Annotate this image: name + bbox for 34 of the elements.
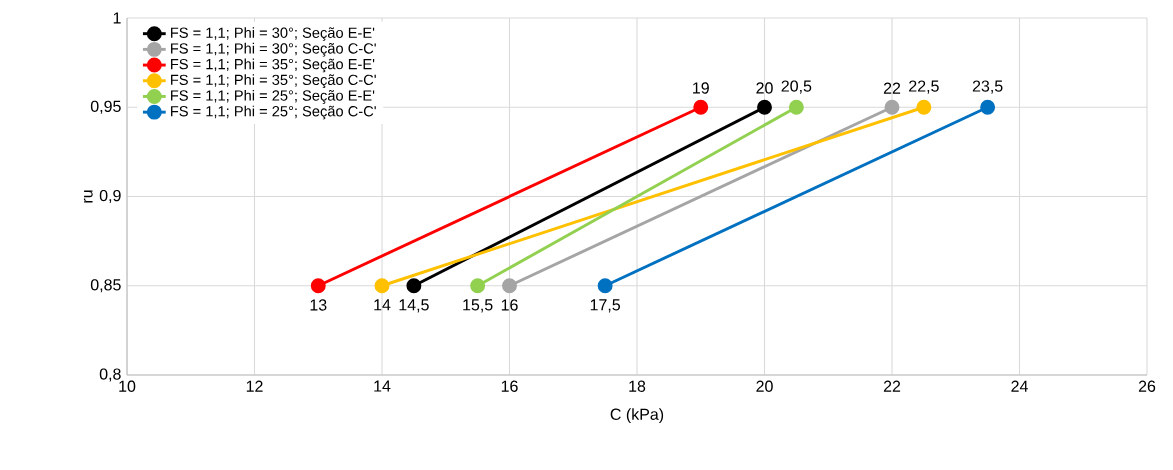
- x-tick-label: 26: [1138, 380, 1156, 392]
- legend-label: FS = 1,1; Phi = 25°; Seção E-E': [171, 89, 375, 104]
- x-tick-label: 10: [119, 380, 136, 392]
- y-tick-label: 1: [113, 12, 121, 24]
- y-axis-title: ru: [83, 190, 93, 203]
- y-tick-label: 0,9: [99, 189, 121, 204]
- legend-label: FS = 1,1; Phi = 25°; Seção C-C': [171, 105, 376, 120]
- annotation: 16: [501, 299, 518, 311]
- x-tick-label: 16: [501, 380, 518, 392]
- annotation: 13: [310, 299, 327, 311]
- x-axis-title: C (kPa): [610, 408, 664, 424]
- annotation: 14: [374, 299, 391, 311]
- annotation: 22: [883, 82, 901, 94]
- legend-label: FS = 1,1; Phi = 35°; Seção E-E': [171, 58, 375, 73]
- annotation: 14,5: [399, 299, 429, 313]
- y-tick-label: 0,95: [90, 100, 121, 114]
- y-tick-label: 0,85: [90, 279, 121, 293]
- annotation: 19: [693, 82, 709, 94]
- legend-label: FS = 1,1; Phi = 30°; Seção E-E': [171, 27, 375, 41]
- x-tick-label: 12: [246, 380, 263, 392]
- annotation: 20: [756, 82, 773, 94]
- x-tick-label: 24: [1011, 380, 1028, 392]
- legend-label: FS = 1,1; Phi = 35°; Seção C-C': [171, 74, 376, 88]
- annotation: 15,5: [463, 299, 493, 313]
- x-tick-label: 14: [374, 380, 391, 392]
- annotation: 23,5: [972, 80, 1003, 94]
- annotation: 17,5: [590, 299, 621, 313]
- x-tick-label: 20: [756, 380, 773, 392]
- x-tick-label: 18: [629, 380, 646, 392]
- annotation: 20,5: [781, 80, 812, 94]
- y-tick-label: 0,8: [99, 368, 121, 382]
- annotation: 22,5: [909, 80, 939, 94]
- legend-label: FS = 1,1; Phi = 30°; Seção C-C': [171, 42, 376, 57]
- x-tick-label: 22: [883, 380, 901, 392]
